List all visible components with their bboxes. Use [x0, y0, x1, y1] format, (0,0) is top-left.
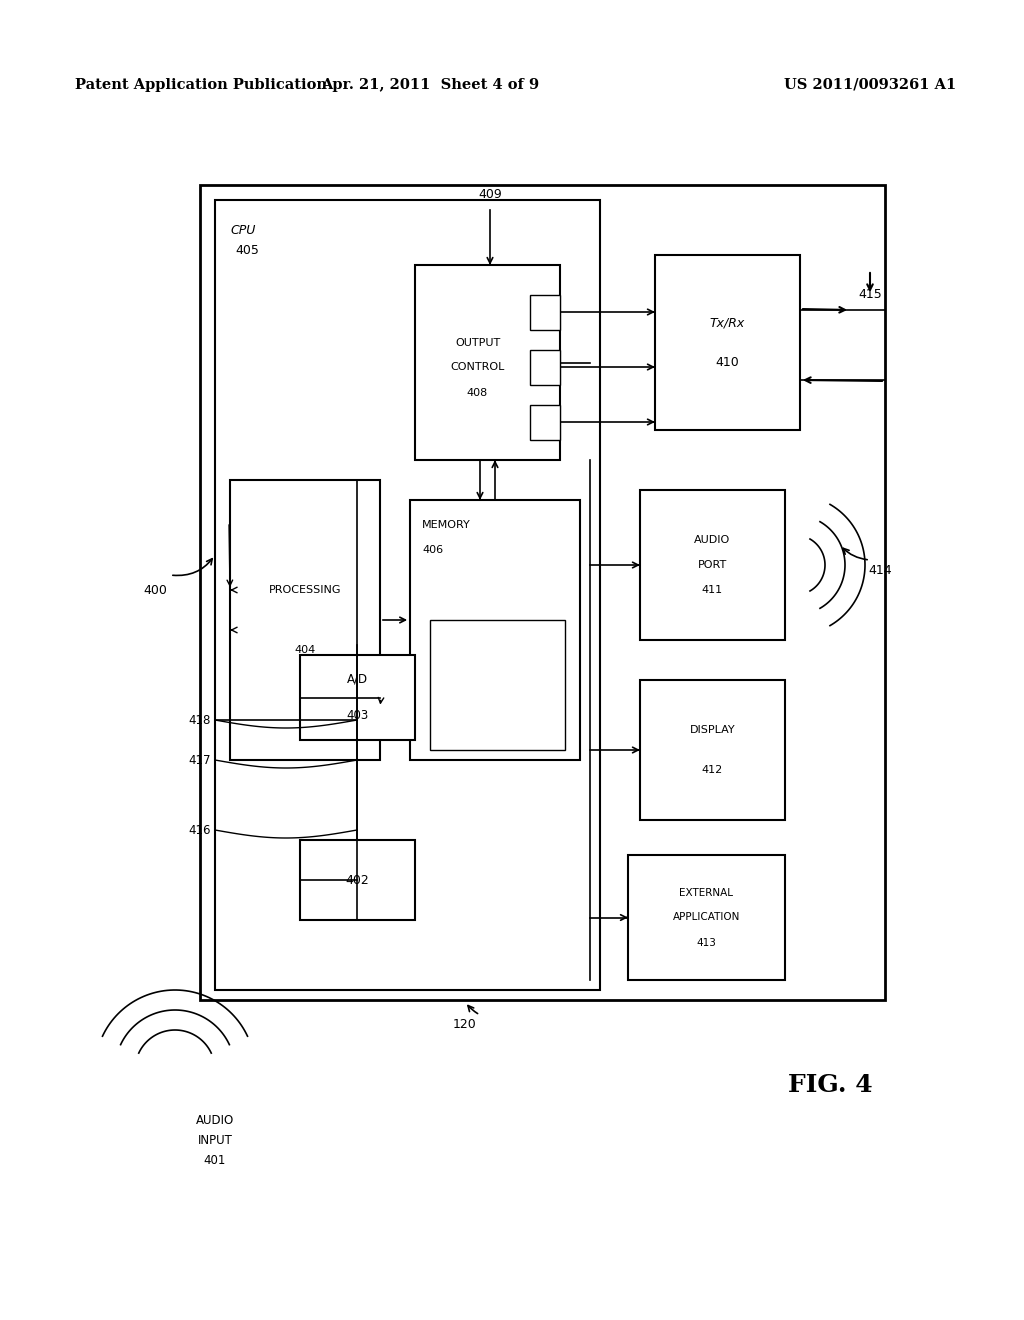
Text: CONTROL: CONTROL [451, 363, 505, 372]
Text: 404: 404 [294, 645, 315, 655]
Text: 410: 410 [716, 356, 739, 370]
FancyArrowPatch shape [843, 548, 867, 560]
Text: Apr. 21, 2011  Sheet 4 of 9: Apr. 21, 2011 Sheet 4 of 9 [321, 78, 539, 92]
Text: 407: 407 [487, 645, 507, 655]
Text: 417: 417 [188, 754, 211, 767]
Bar [640, 490, 785, 640]
Text: AUDIO: AUDIO [196, 1114, 234, 1126]
Text: 403: 403 [346, 709, 369, 722]
Text: 402: 402 [346, 874, 370, 887]
Text: FIG. 4: FIG. 4 [787, 1073, 872, 1097]
Bar [530, 405, 560, 440]
Bar [640, 680, 785, 820]
Text: OUTPUT: OUTPUT [455, 338, 500, 347]
Bar [300, 655, 415, 741]
Bar [655, 255, 800, 430]
Text: CPU: CPU [230, 223, 255, 236]
Text: 412: 412 [701, 766, 723, 775]
Bar [530, 350, 560, 385]
Text: PORT: PORT [698, 560, 727, 570]
Text: 413: 413 [696, 937, 717, 948]
Text: 411: 411 [701, 585, 723, 595]
Text: 120: 120 [454, 1019, 477, 1031]
Text: EXTERNAL: EXTERNAL [680, 887, 733, 898]
Text: Tx/Rx: Tx/Rx [710, 315, 745, 329]
Bar [410, 500, 580, 760]
Text: A/D: A/D [347, 673, 368, 686]
Bar [215, 201, 600, 990]
Bar [628, 855, 785, 979]
Text: 400: 400 [143, 583, 167, 597]
Text: 409: 409 [478, 189, 502, 202]
Text: MEMORY: MEMORY [422, 520, 471, 531]
FancyArrowPatch shape [173, 558, 212, 576]
Text: 408: 408 [467, 388, 488, 397]
Text: 405: 405 [234, 243, 259, 256]
Text: 416: 416 [188, 824, 211, 837]
Text: 401: 401 [204, 1154, 226, 1167]
Text: APPLICATION: APPLICATION [673, 912, 740, 923]
Text: DISPLAY: DISPLAY [690, 725, 735, 735]
Text: 418: 418 [188, 714, 211, 726]
Text: 414: 414 [868, 564, 892, 577]
Text: 406: 406 [422, 545, 443, 554]
Bar [530, 294, 560, 330]
Text: US 2011/0093261 A1: US 2011/0093261 A1 [784, 78, 956, 92]
Bar [230, 480, 380, 760]
Text: L.U.T.: L.U.T. [483, 675, 512, 685]
Bar [430, 620, 565, 750]
Text: 415: 415 [858, 289, 882, 301]
Bar [200, 185, 885, 1001]
Text: INPUT: INPUT [198, 1134, 232, 1147]
Text: PROCESSING: PROCESSING [268, 585, 341, 595]
Bar [415, 265, 560, 459]
Bar [300, 840, 415, 920]
Text: Patent Application Publication: Patent Application Publication [75, 78, 327, 92]
Text: AUDIO: AUDIO [694, 535, 731, 545]
